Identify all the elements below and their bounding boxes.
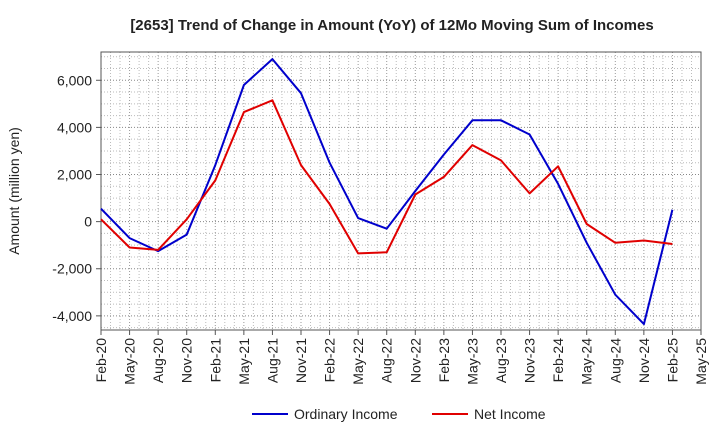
x-tick-label: Feb-20 [93,338,109,383]
x-tick-label: May-23 [464,338,480,385]
x-tick-label: Aug-21 [264,338,280,383]
x-tick-label: May-24 [579,338,595,385]
x-tick-label: May-21 [236,338,252,385]
x-tick-label: Aug-20 [150,338,166,383]
y-axis-ticks: -4,000 -2,000 0 2,000 4,000 6,000 [52,72,101,324]
x-tick-label: Feb-23 [436,338,452,383]
y-axis-label: Amount (million yen) [6,127,22,255]
x-tick-label: Feb-25 [664,338,680,383]
y-tick-label: -4,000 [52,308,92,324]
x-tick-label: Nov-23 [522,338,538,383]
x-tick-label: Nov-21 [293,338,309,383]
x-tick-label: Aug-23 [493,338,509,383]
y-tick-label: 2,000 [57,167,92,183]
series-line-ordinary-income [100,58,674,326]
x-tick-label: Nov-22 [407,338,423,383]
x-tick-label: Aug-22 [379,338,395,383]
grid-layer [100,52,702,330]
series-line-net-income [100,99,673,255]
x-axis-ticks: Feb-20 May-20 Aug-20 Nov-20 Feb-21 May-21 Aug-… [93,330,709,385]
legend-label: Ordinary Income [294,406,398,422]
x-tick-label: Nov-20 [179,338,195,383]
y-tick-label: 0 [84,214,92,230]
legend: Ordinary Income Net Income [252,406,546,422]
series-layer [100,58,674,326]
y-tick-label: 4,000 [57,119,92,135]
x-tick-label: May-25 [693,338,709,385]
x-tick-label: Nov-24 [636,338,652,383]
y-tick-label: 6,000 [57,72,92,88]
x-tick-label: Aug-24 [607,338,623,383]
plot-frame [100,51,702,331]
x-tick-label: May-22 [350,338,366,385]
y-tick-label: -2,000 [52,261,92,277]
x-tick-label: Feb-24 [550,338,566,383]
chart-title: [2653] Trend of Change in Amount (YoY) o… [130,17,653,34]
legend-label: Net Income [474,406,546,422]
x-tick-label: Feb-22 [322,338,338,383]
x-tick-label: Feb-21 [207,338,223,383]
x-tick-label: May-20 [122,338,138,385]
